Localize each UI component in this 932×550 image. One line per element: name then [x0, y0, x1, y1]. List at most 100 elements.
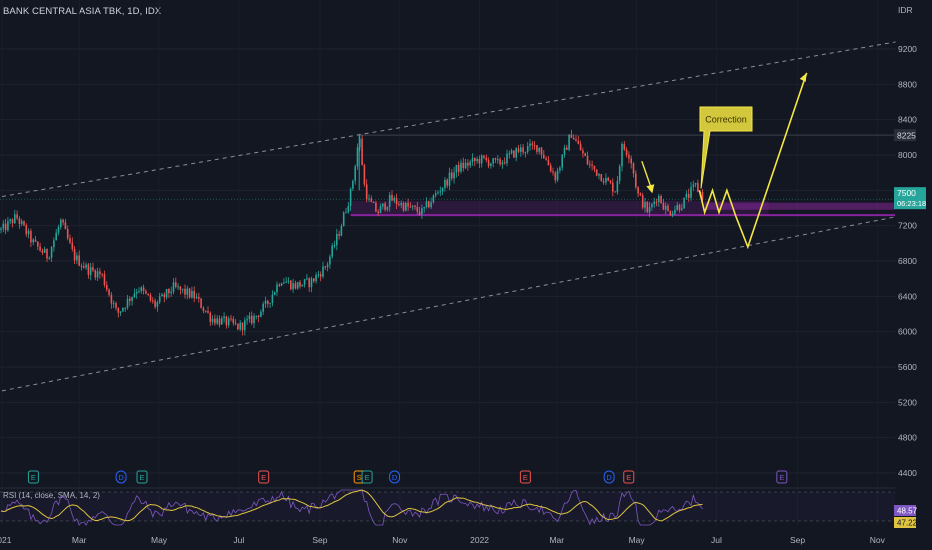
candle-body: [18, 218, 21, 224]
candle-body: [110, 294, 113, 304]
candle-body: [379, 206, 382, 214]
candle-body: [290, 280, 292, 290]
candle-body: [478, 158, 481, 164]
candle-body: [138, 291, 140, 293]
candle-body: [637, 187, 639, 194]
event-marker-shape: [776, 470, 788, 484]
candle-body: [7, 221, 9, 231]
candle-body: [16, 214, 18, 219]
candle-body: [423, 207, 425, 209]
candle-body: [474, 158, 476, 162]
event-marker-shape: [115, 470, 127, 484]
candle-body: [149, 295, 152, 301]
candle-body: [690, 186, 692, 198]
candle-body: [184, 288, 186, 295]
candle-body: [414, 205, 416, 207]
candle-body: [248, 315, 251, 320]
time-tick-label: Jul: [711, 535, 722, 545]
candle-body: [375, 202, 377, 212]
price-tick-label: 4400: [898, 468, 917, 478]
candle-body: [170, 291, 172, 294]
candle-body: [545, 158, 547, 160]
candle-body: [646, 202, 649, 213]
candle-body: [34, 239, 37, 242]
candle-body: [115, 303, 117, 308]
candle-body: [398, 204, 400, 206]
candle-body: [227, 318, 230, 326]
time-axis: 2021 Mar May Jul Sep Nov 2022 Mar May Jul Sep Nov: [0, 535, 886, 545]
candle-body: [437, 192, 439, 194]
candle-body: [421, 208, 423, 215]
candle-body: [678, 205, 681, 210]
candle-body: [209, 312, 212, 322]
candle-body: [338, 233, 340, 236]
candle-body: [683, 197, 685, 209]
candle-body: [181, 288, 184, 290]
candle-body: [278, 284, 281, 286]
candle-body: [188, 288, 191, 298]
candle-body: [676, 205, 678, 210]
candle-body: [559, 167, 561, 171]
candle-body: [329, 256, 331, 265]
event-marker-shape: [603, 470, 615, 484]
candle-body: [524, 151, 527, 153]
candle-body: [506, 153, 508, 164]
candle-body: [520, 147, 522, 152]
price-tick-label: 8000: [898, 150, 917, 160]
candle-body: [480, 155, 483, 164]
candle-body: [639, 193, 642, 196]
candle-body: [402, 202, 405, 211]
candle-body: [370, 198, 373, 203]
event-marker: D: [603, 470, 615, 484]
candle-body: [221, 318, 223, 325]
time-tick-label: Jul: [233, 535, 244, 545]
candle-body: [198, 297, 200, 299]
candle-body: [172, 282, 175, 292]
candle-body: [368, 198, 370, 200]
candle-body: [418, 211, 421, 215]
candle-body: [324, 266, 327, 268]
candle-body: [315, 274, 317, 282]
candle-body: [460, 162, 462, 172]
marked-level-badge: [894, 129, 916, 142]
candle-body: [444, 179, 446, 188]
candle-body: [175, 282, 177, 287]
candle-body: [529, 143, 531, 147]
candles: [0, 129, 704, 336]
candle-body: [232, 318, 235, 323]
candle-body: [152, 300, 154, 302]
candle-body: [439, 191, 442, 193]
candle-body: [411, 205, 414, 207]
candle-body: [280, 283, 283, 286]
candle-body: [623, 143, 626, 150]
support-zone-right: [704, 202, 895, 210]
candle-body: [154, 300, 156, 307]
candle-body: [331, 245, 333, 257]
candle-body: [582, 150, 584, 154]
candle-body: [119, 311, 122, 313]
candle-body: [598, 174, 600, 176]
event-marker-label: E: [365, 473, 370, 482]
time-tick-label: Mar: [549, 535, 564, 545]
candle-body: [522, 147, 524, 153]
price-tick-label: 4800: [898, 433, 917, 443]
candle-body: [487, 160, 490, 166]
candle-body: [644, 202, 646, 208]
candle-body: [543, 154, 545, 159]
candle-body: [99, 271, 101, 274]
candle-body: [455, 164, 458, 173]
event-marker: E: [27, 470, 39, 484]
candle-body: [407, 202, 409, 207]
event-marker-label: E: [31, 473, 36, 482]
candle-body: [485, 157, 488, 161]
candle-body: [296, 282, 299, 289]
candle-body: [515, 148, 517, 158]
candle-body: [234, 322, 237, 324]
candle-body: [694, 183, 697, 185]
candle-body: [117, 307, 120, 313]
candle-body: [607, 177, 609, 181]
price-tick-label: 5200: [898, 397, 917, 407]
candle-body: [39, 246, 41, 251]
